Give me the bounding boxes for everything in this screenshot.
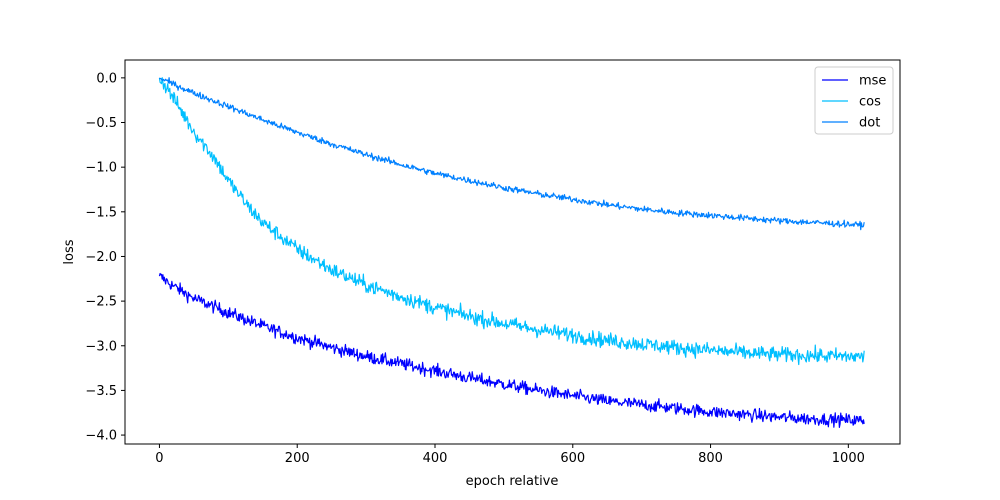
x-tick-label: 200 xyxy=(285,451,310,466)
x-axis-label: epoch relative xyxy=(466,474,559,489)
plot-area-frame xyxy=(124,59,901,445)
y-tick-label: −3.0 xyxy=(85,339,117,354)
x-tick-label: 400 xyxy=(423,451,448,466)
legend-label-dot: dot xyxy=(859,116,880,131)
y-tick-label: −4.0 xyxy=(85,429,117,444)
legend-box xyxy=(814,66,894,135)
series-line-cos xyxy=(158,77,865,366)
series-line-mse xyxy=(158,272,865,429)
y-tick-label: 0.0 xyxy=(96,71,117,86)
series-line-dot xyxy=(158,77,865,231)
series-layer xyxy=(158,77,865,429)
y-axis-label: loss xyxy=(62,239,77,264)
legend-label-mse: mse xyxy=(859,74,886,89)
y-tick-label: −0.5 xyxy=(85,116,117,131)
legend-label-cos: cos xyxy=(859,95,881,110)
y-tick-label: −2.5 xyxy=(85,295,117,310)
x-tick-label: 1000 xyxy=(832,451,865,466)
y-tick-label: −3.5 xyxy=(85,384,117,399)
y-tick-label: −1.0 xyxy=(85,161,117,176)
legend: mse cos dot xyxy=(814,66,894,135)
x-tick-label: 0 xyxy=(155,451,163,466)
y-tick-label: −1.5 xyxy=(85,205,117,220)
y-axis-ticks: 0.0 −0.5 −1.0 −1.5 −2.0 −2.5 −3.0 −3.5 −4.0 xyxy=(85,71,125,444)
y-tick-label: −2.0 xyxy=(85,250,117,265)
x-tick-label: 800 xyxy=(698,451,723,466)
x-tick-label: 600 xyxy=(560,451,585,466)
x-axis-ticks: 0 200 400 600 800 1000 xyxy=(155,444,865,466)
